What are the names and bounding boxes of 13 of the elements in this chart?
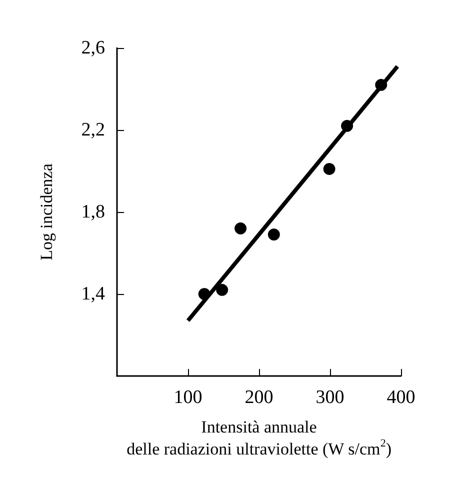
point <box>268 228 280 241</box>
x-tick-label: 200 <box>244 387 274 408</box>
y-tick-label: 1,8 <box>81 202 105 222</box>
x-tick-label: 400 <box>386 387 416 408</box>
y-tick-label: 1,4 <box>81 284 106 304</box>
y-tick-label: 2,2 <box>81 120 105 140</box>
y-tick-label: 2,6 <box>81 38 105 58</box>
y-axis-title: Log incidenza <box>37 163 56 260</box>
point <box>323 162 336 175</box>
x-tick-label: 100 <box>174 387 202 408</box>
point <box>216 284 228 296</box>
x-tick-label: 300 <box>316 387 344 408</box>
point <box>234 222 247 234</box>
